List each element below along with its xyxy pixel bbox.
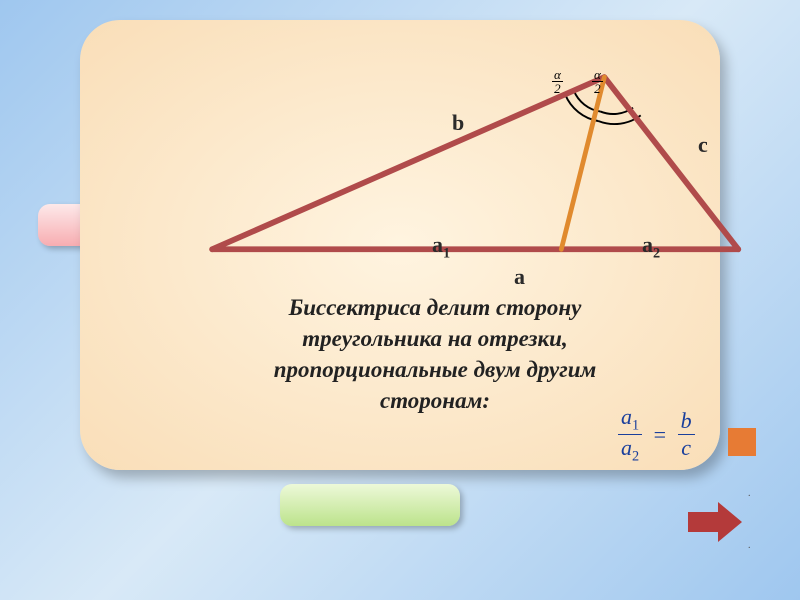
theorem-text: Биссектриса делит сторону треугольника н… — [220, 292, 650, 416]
label-a2: а2 — [642, 232, 660, 262]
angle-label-left: α 2 — [552, 68, 563, 95]
formula: a1 a2 = b c — [618, 404, 695, 466]
next-arrow-icon[interactable] — [688, 502, 742, 542]
label-a: а — [514, 264, 525, 290]
label-b: b — [452, 110, 464, 136]
label-a1: а1 — [432, 232, 450, 262]
decorative-dot: . — [748, 540, 751, 551]
triangle-diagram — [180, 58, 780, 278]
green-tab-button[interactable] — [280, 484, 460, 526]
decorative-dot: . — [748, 488, 751, 499]
label-c: с — [698, 132, 708, 158]
angle-label-right: α 2 — [592, 68, 603, 95]
orange-marker[interactable] — [728, 428, 756, 456]
slide-background: α 2 α 2 b с а а1 а2 Биссектриса делит ст… — [0, 0, 800, 600]
content-card: α 2 α 2 b с а а1 а2 Биссектриса делит ст… — [80, 20, 720, 470]
